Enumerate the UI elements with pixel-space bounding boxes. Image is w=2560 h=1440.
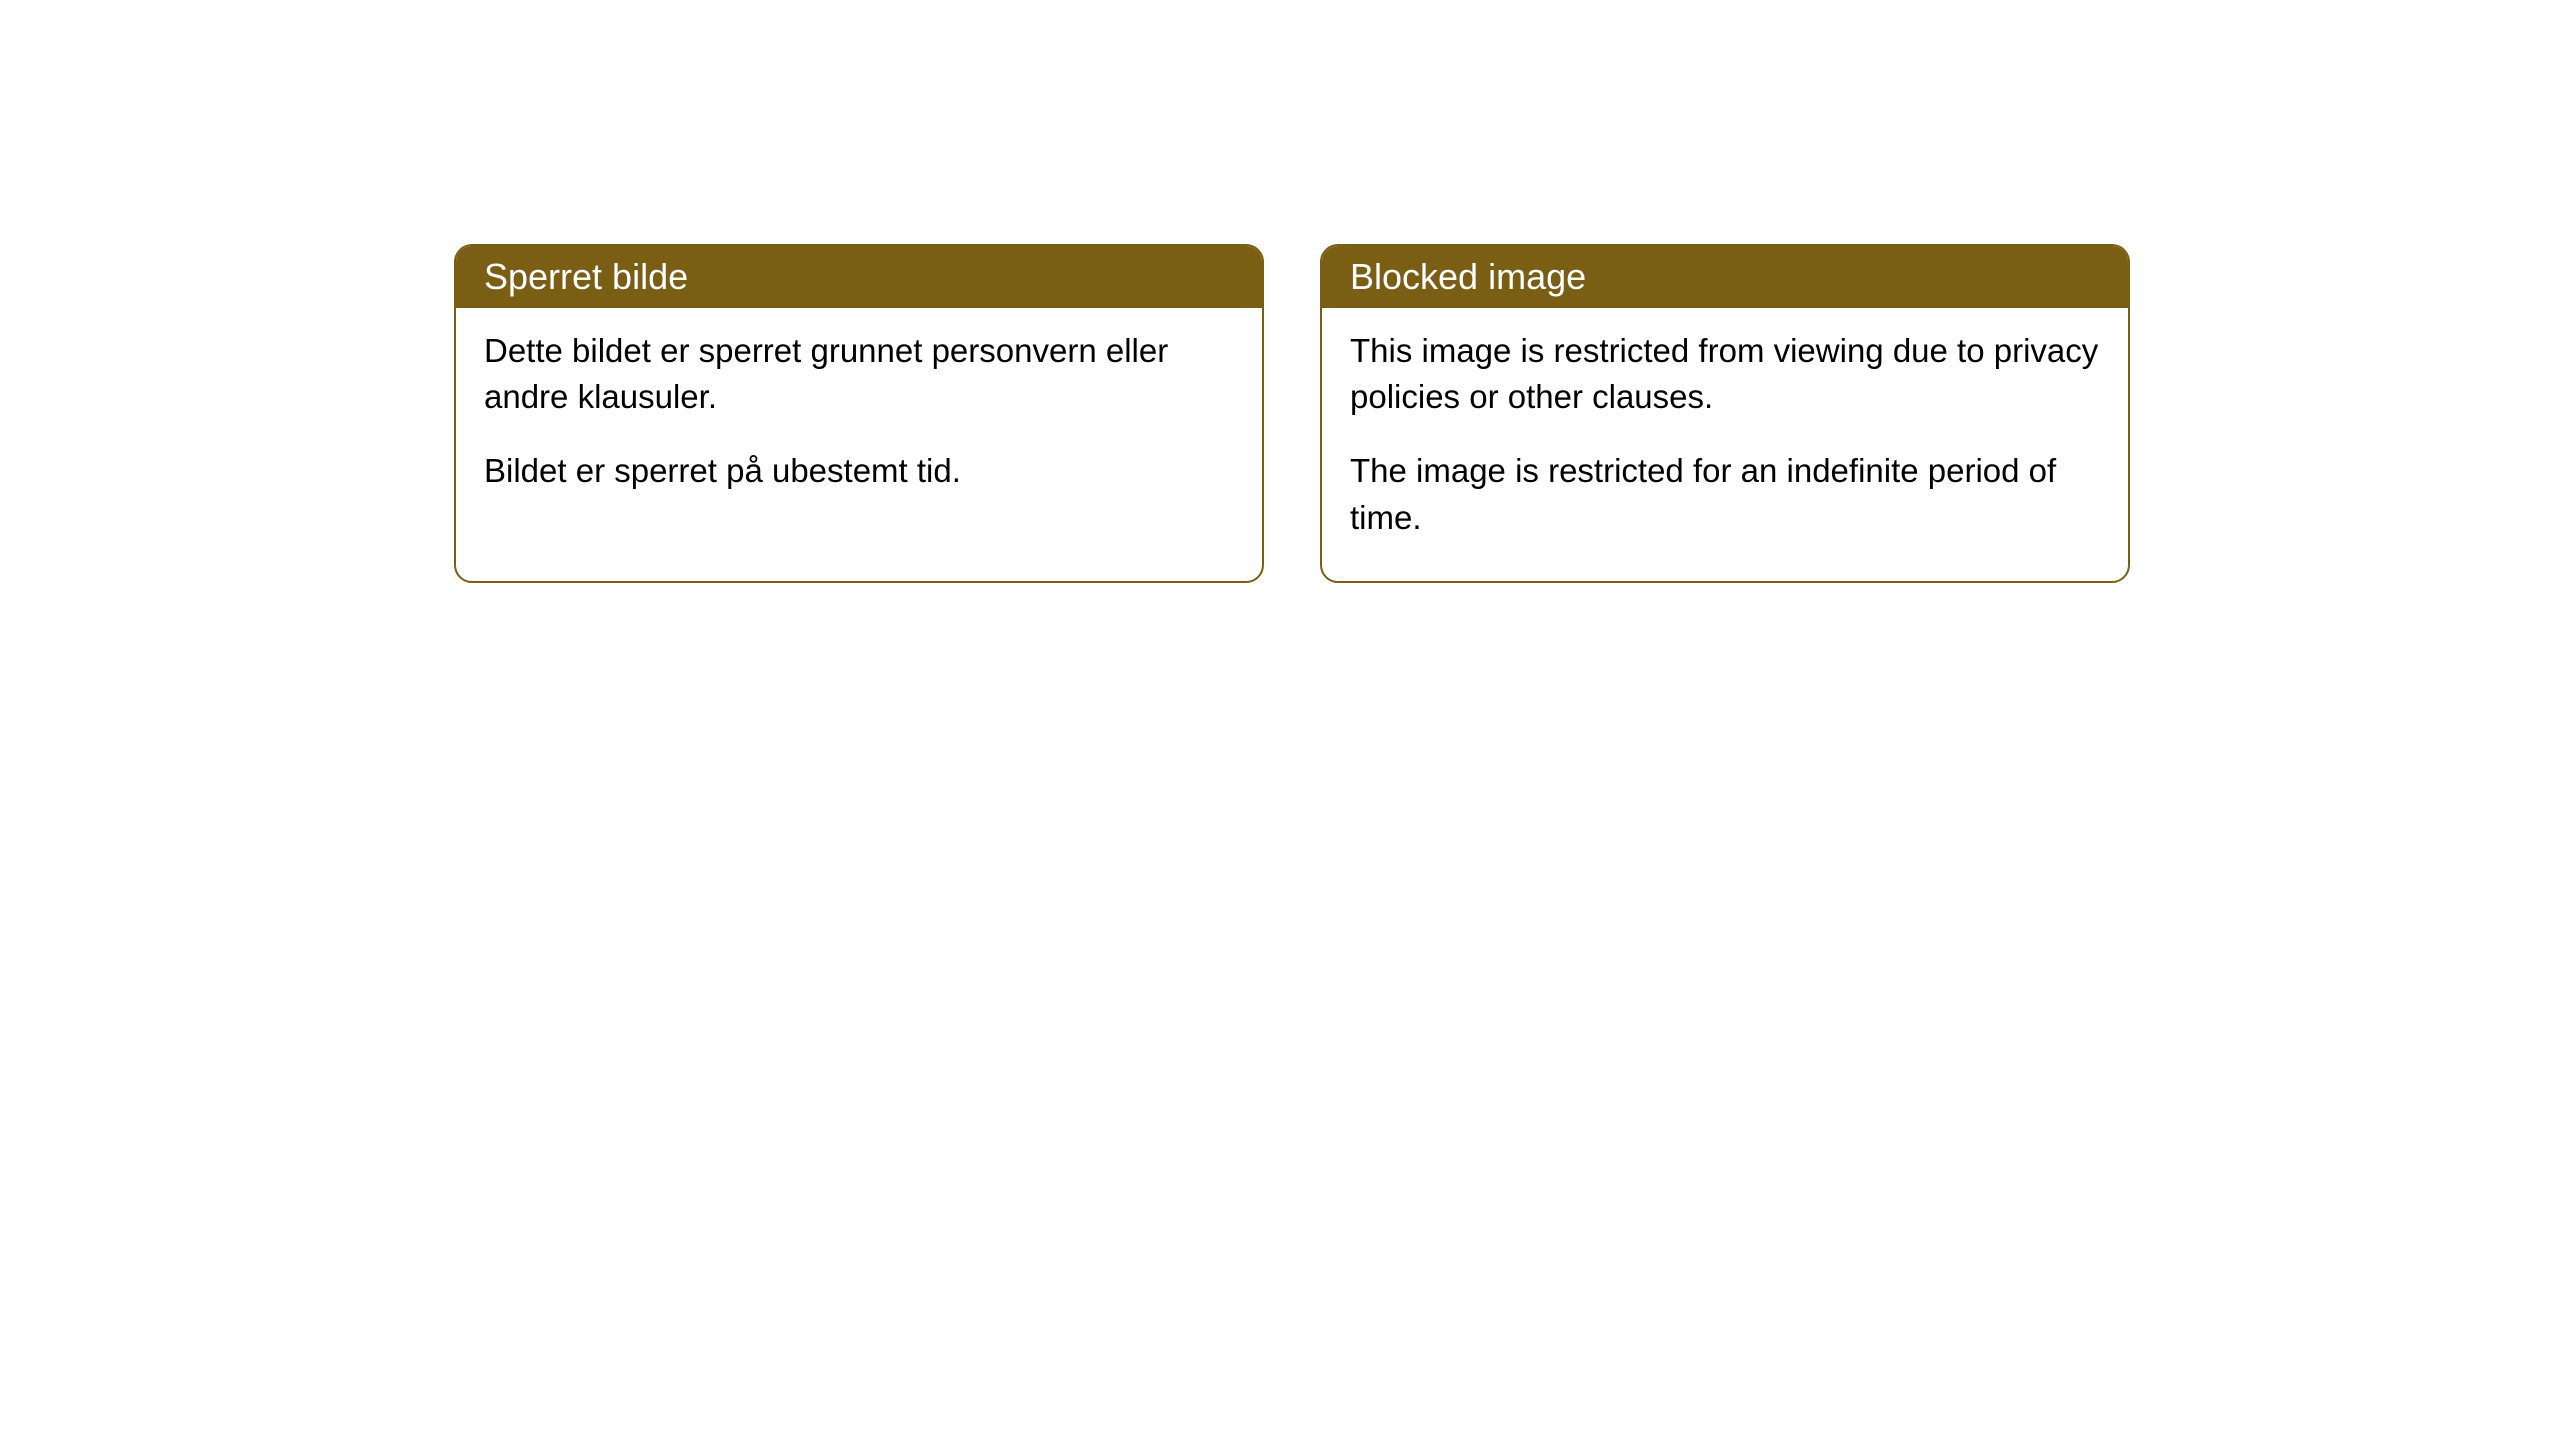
notice-card-english: Blocked image This image is restricted f…	[1320, 244, 2130, 583]
card-header: Sperret bilde	[456, 246, 1262, 308]
card-body: This image is restricted from viewing du…	[1322, 308, 2128, 581]
notice-container: Sperret bilde Dette bildet er sperret gr…	[0, 0, 2560, 583]
card-header: Blocked image	[1322, 246, 2128, 308]
card-title: Sperret bilde	[484, 256, 688, 297]
card-paragraph: Bildet er sperret på ubestemt tid.	[484, 448, 1234, 494]
card-title: Blocked image	[1350, 256, 1586, 297]
card-paragraph: The image is restricted for an indefinit…	[1350, 448, 2100, 540]
card-body: Dette bildet er sperret grunnet personve…	[456, 308, 1262, 535]
card-paragraph: This image is restricted from viewing du…	[1350, 328, 2100, 420]
card-paragraph: Dette bildet er sperret grunnet personve…	[484, 328, 1234, 420]
notice-card-norwegian: Sperret bilde Dette bildet er sperret gr…	[454, 244, 1264, 583]
